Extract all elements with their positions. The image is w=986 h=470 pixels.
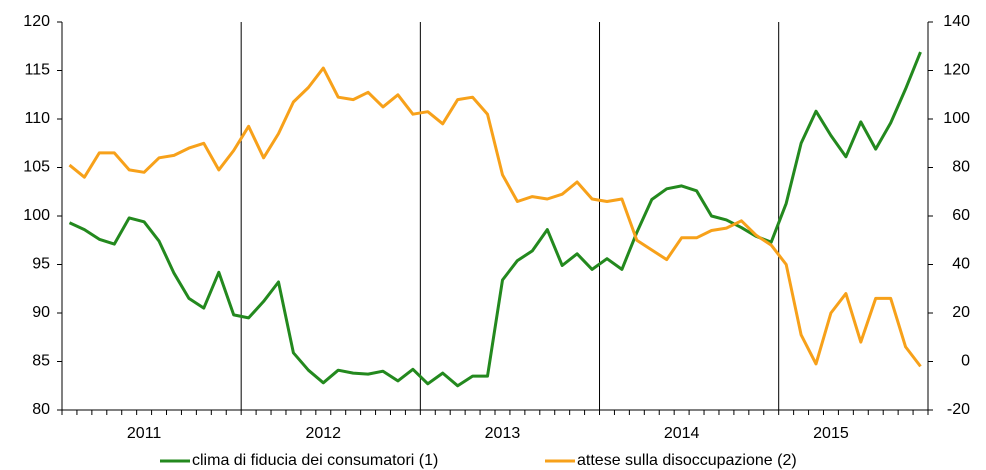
- y2-tick-label: 20: [952, 304, 970, 321]
- y2-tick-label: -20: [947, 401, 970, 418]
- series-line: [68, 66, 922, 368]
- y-tick-label: 105: [23, 159, 50, 176]
- series-line: [68, 51, 922, 388]
- y-tick-label: 110: [24, 110, 50, 127]
- y2-tick-label: 120: [943, 62, 970, 79]
- y2-tick-label: 140: [943, 13, 970, 30]
- y-tick-label: 115: [24, 62, 50, 79]
- x-tick-label: 2015: [813, 425, 849, 442]
- y2-tick-label: 60: [952, 207, 970, 224]
- y-tick-label: 100: [23, 207, 50, 224]
- legend-label: attese sulla disoccupazione (2): [577, 452, 797, 469]
- y2-tick-label: 40: [952, 256, 970, 273]
- legend-label: clima di fiducia dei consumatori (1): [192, 452, 438, 469]
- x-tick-label: 2011: [127, 425, 162, 442]
- y2-tick-label: 100: [943, 110, 970, 127]
- x-tick-label: 2012: [305, 425, 341, 442]
- y-tick-label: 120: [23, 13, 50, 30]
- y2-tick-label: 80: [952, 159, 970, 176]
- y-tick-label: 95: [32, 256, 50, 273]
- x-tick-label: 2013: [485, 425, 521, 442]
- x-tick-label: 2014: [664, 425, 700, 442]
- y-tick-label: 85: [32, 353, 50, 370]
- y2-tick-label: 0: [961, 353, 970, 370]
- y-tick-label: 80: [32, 401, 50, 418]
- y-tick-label: 90: [32, 304, 50, 321]
